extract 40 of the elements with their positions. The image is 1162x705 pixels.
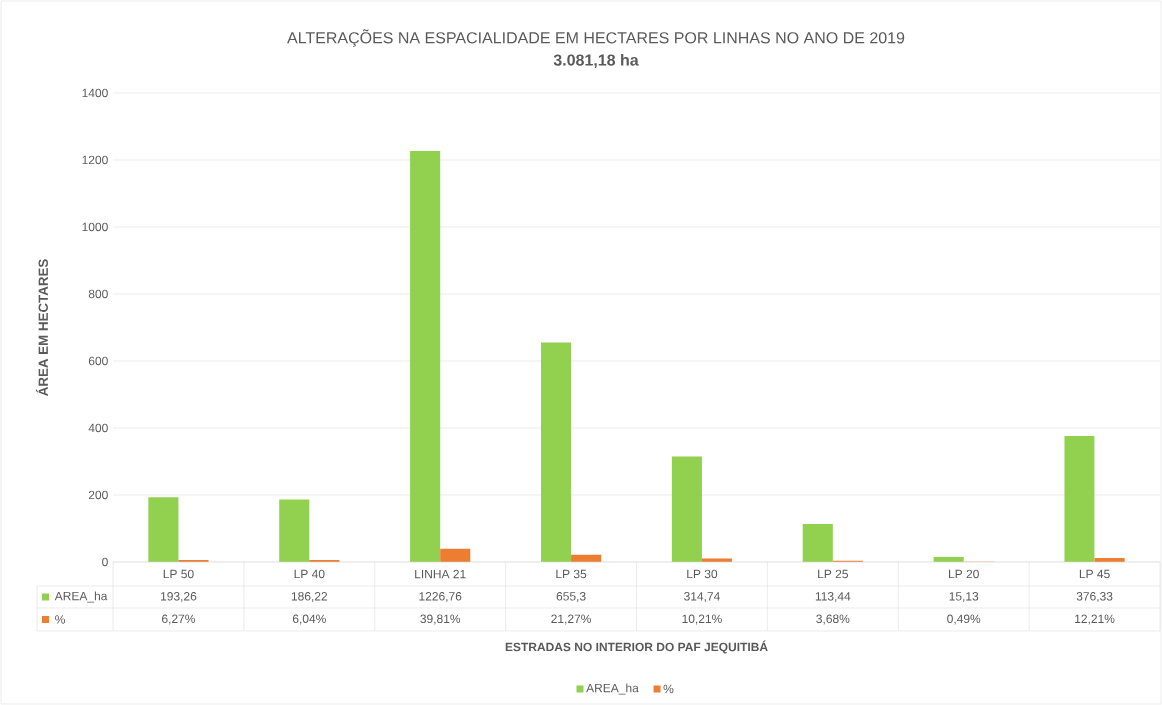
data-label: 314,74: [684, 592, 720, 602]
data-label: 655,3: [556, 592, 586, 602]
legend-label: AREA_ha: [54, 591, 108, 603]
data-label: 1226,76: [419, 592, 462, 602]
x-tick-label: LP 45: [1079, 569, 1110, 579]
data-label: 10,21%: [682, 614, 722, 625]
y-tick-label: 400: [88, 423, 108, 433]
x-tick-label: LP 30: [687, 569, 718, 579]
data-label: 376,33: [1076, 592, 1113, 602]
data-label: 186,22: [291, 592, 328, 602]
x-tick-label: LINHA 21: [415, 569, 466, 579]
text: ESTRADAS NO INTERIOR DO PAF JEQUITIBÁ: [505, 640, 768, 654]
y-tick-label: 1000: [82, 222, 108, 232]
data-label: 113,44: [815, 592, 851, 602]
x-tick-label: LP 25: [818, 569, 848, 579]
y-tick-label: 1400: [82, 88, 108, 98]
y-axis-title: ÁREA EM HECTARES: [36, 259, 48, 396]
text: AREA_ha: [586, 683, 639, 695]
x-tick-label: LP 40: [294, 569, 325, 579]
text: %: [55, 615, 65, 624]
data-label: 39,81%: [420, 614, 461, 625]
data-label: 12,21%: [1075, 614, 1115, 625]
data-label: 0,49%: [947, 614, 981, 625]
x-tick-label: LP 35: [556, 569, 587, 579]
x-tick-label: LP 50: [163, 569, 194, 579]
legend-label: %: [663, 684, 674, 694]
data-label: 3,68%: [816, 614, 850, 625]
chart-subtitle: 3.081,18 ha: [553, 53, 639, 69]
y-tick-label: 1200: [82, 155, 108, 165]
data-label: 193,26: [161, 592, 197, 602]
data-label: 6,27%: [162, 614, 196, 625]
y-tick-label: 0: [102, 557, 108, 567]
data-label: 6,04%: [292, 614, 326, 625]
x-tick-label: LP 20: [949, 569, 979, 579]
data-label: 21,27%: [551, 614, 591, 625]
y-tick-label: 200: [88, 490, 108, 500]
y-tick-label: 800: [88, 289, 108, 299]
chart-title: ALTERAÇÕES NA ESPACIALIDADE EM HECTARES POR LINHAS NO ANO DE 2019: [287, 29, 905, 47]
data-label: 15,13: [949, 592, 979, 602]
y-tick-label: 600: [88, 356, 108, 366]
